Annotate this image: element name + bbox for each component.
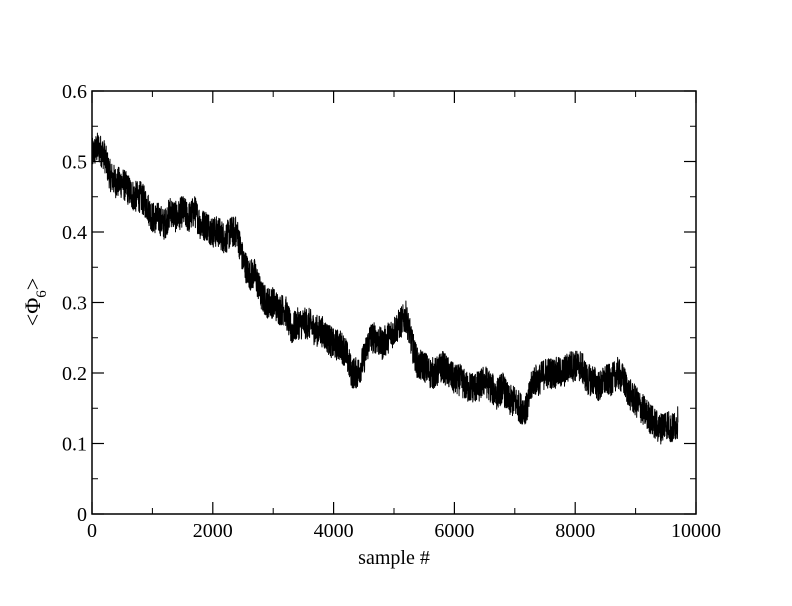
major-ticks xyxy=(91,90,697,515)
y-tick-label: 0.5 xyxy=(62,152,87,174)
x-tick-labels: 0 2000 4000 6000 8000 10000 xyxy=(87,520,721,542)
minor-ticks xyxy=(92,91,696,514)
series-line xyxy=(91,132,679,445)
x-tick-label: 6000 xyxy=(434,520,474,542)
x-tick-label: 0 xyxy=(87,520,97,542)
y-tick-label: 0.6 xyxy=(62,81,87,103)
x-tick-label: 8000 xyxy=(555,520,595,542)
x-tick-label: 10000 xyxy=(671,520,721,542)
y-tick-label: 0.3 xyxy=(62,293,87,315)
y-tick-label: 0.4 xyxy=(62,222,87,244)
y-axis-label-suffix: > xyxy=(20,278,45,290)
y-tick-labels: 0 0.1 0.2 0.3 0.4 0.5 0.6 xyxy=(62,81,87,526)
y-axis-label-prefix: <Φ xyxy=(20,298,45,327)
y-axis-label: <Φ6> xyxy=(20,278,50,326)
y-axis-label-subscript: 6 xyxy=(34,290,50,298)
x-axis-label: sample # xyxy=(358,547,430,569)
plot-frame xyxy=(91,90,697,515)
y-tick-label: 0.2 xyxy=(62,363,87,385)
x-tick-label: 4000 xyxy=(314,520,354,542)
x-tick-label: 2000 xyxy=(193,520,233,542)
y-tick-label: 0.1 xyxy=(62,434,87,456)
y-tick-label: 0 xyxy=(77,504,87,526)
